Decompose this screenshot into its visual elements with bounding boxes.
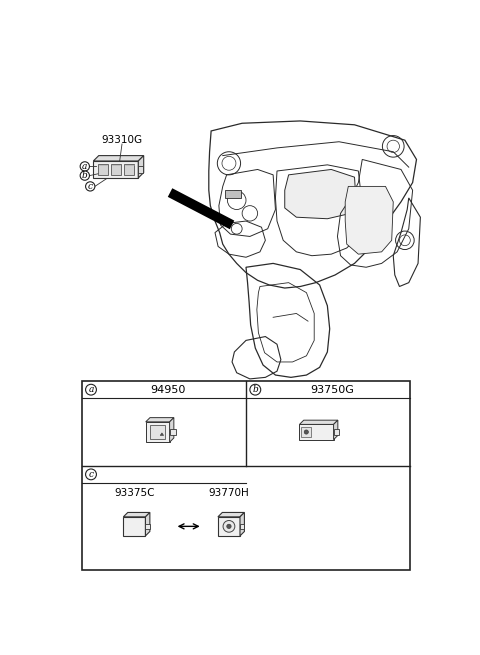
Text: 93310G: 93310G bbox=[101, 135, 143, 145]
Polygon shape bbox=[93, 156, 144, 161]
Bar bbox=[150, 425, 165, 439]
Text: c: c bbox=[88, 182, 93, 191]
Polygon shape bbox=[300, 424, 334, 440]
Bar bbox=[169, 428, 176, 436]
Bar bbox=[138, 166, 143, 172]
Text: 93375C: 93375C bbox=[114, 488, 155, 498]
Circle shape bbox=[85, 469, 96, 479]
Polygon shape bbox=[146, 422, 169, 442]
Polygon shape bbox=[218, 517, 240, 536]
Circle shape bbox=[227, 524, 231, 529]
Polygon shape bbox=[123, 512, 150, 517]
Polygon shape bbox=[145, 512, 150, 536]
Bar bbox=[111, 164, 121, 175]
Bar bbox=[301, 427, 312, 437]
Bar bbox=[145, 524, 150, 529]
Polygon shape bbox=[300, 420, 338, 424]
Polygon shape bbox=[160, 433, 164, 436]
Polygon shape bbox=[218, 512, 244, 517]
Circle shape bbox=[80, 171, 89, 180]
Text: 93770H: 93770H bbox=[209, 488, 249, 498]
Bar bbox=[124, 164, 134, 175]
Circle shape bbox=[223, 521, 235, 533]
Polygon shape bbox=[240, 512, 244, 536]
Polygon shape bbox=[169, 418, 174, 442]
Circle shape bbox=[304, 430, 309, 434]
Bar bbox=[98, 164, 108, 175]
Polygon shape bbox=[285, 170, 356, 219]
Polygon shape bbox=[345, 187, 393, 254]
Text: 94950: 94950 bbox=[150, 384, 185, 395]
Circle shape bbox=[85, 182, 95, 191]
Text: 93750G: 93750G bbox=[310, 384, 354, 395]
Polygon shape bbox=[93, 161, 138, 178]
Text: b: b bbox=[82, 171, 88, 180]
Polygon shape bbox=[138, 156, 144, 178]
Circle shape bbox=[80, 162, 89, 171]
Text: b: b bbox=[252, 385, 258, 394]
Bar bbox=[334, 430, 339, 434]
Polygon shape bbox=[146, 418, 174, 422]
Text: c: c bbox=[88, 470, 94, 479]
Bar bbox=[240, 524, 244, 529]
Polygon shape bbox=[123, 517, 145, 536]
Text: a: a bbox=[82, 162, 87, 171]
Circle shape bbox=[85, 384, 96, 395]
Text: a: a bbox=[88, 385, 94, 394]
Bar bbox=[82, 381, 410, 570]
Circle shape bbox=[250, 384, 261, 395]
Bar bbox=[225, 190, 240, 198]
Polygon shape bbox=[334, 420, 338, 440]
